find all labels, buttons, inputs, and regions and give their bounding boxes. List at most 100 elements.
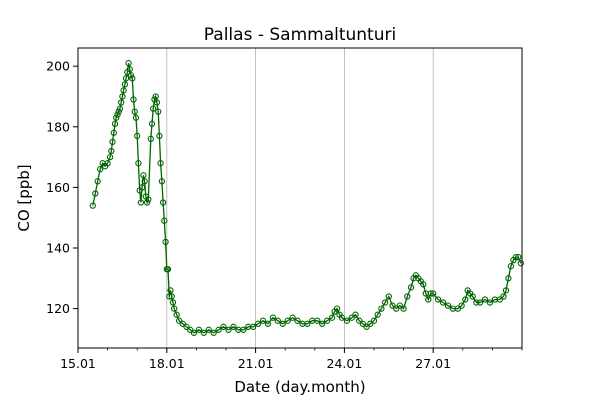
data-point bbox=[134, 132, 141, 140]
data-point bbox=[230, 323, 237, 330]
data-point bbox=[108, 147, 115, 155]
data-point bbox=[132, 114, 140, 121]
data-point bbox=[439, 299, 447, 306]
data-point bbox=[396, 302, 404, 309]
data-point bbox=[183, 323, 190, 330]
data-point bbox=[200, 329, 207, 336]
data-point bbox=[125, 60, 132, 67]
data-point bbox=[143, 199, 151, 206]
data-point bbox=[118, 99, 125, 106]
axis-ticks: 15.01 18.01 21.01 24.01 27.01 120 140 160 180 200 bbox=[46, 59, 523, 371]
data-point bbox=[168, 293, 175, 300]
data-point bbox=[512, 253, 519, 261]
y-tick-label: 200 bbox=[46, 59, 70, 74]
data-point bbox=[348, 314, 355, 321]
data-point bbox=[171, 305, 178, 312]
x-tick-label: 24.01 bbox=[327, 356, 363, 371]
data-point bbox=[104, 160, 111, 167]
data-point bbox=[225, 326, 232, 333]
data-point bbox=[106, 153, 114, 161]
data-point bbox=[374, 311, 381, 318]
data-point bbox=[469, 293, 476, 300]
data-point bbox=[434, 296, 442, 303]
data-point bbox=[147, 135, 154, 143]
data-point bbox=[356, 317, 363, 324]
data-point bbox=[131, 108, 138, 115]
data-point bbox=[289, 314, 296, 321]
data-point bbox=[284, 317, 291, 324]
data-point bbox=[496, 296, 503, 303]
data-point bbox=[130, 96, 137, 103]
data-point bbox=[319, 320, 326, 327]
data-point bbox=[363, 323, 370, 330]
data-point bbox=[155, 108, 162, 115]
data-point bbox=[116, 105, 124, 112]
data-point bbox=[444, 302, 452, 309]
data-point bbox=[167, 287, 174, 294]
data-point bbox=[110, 129, 117, 136]
data-point bbox=[259, 317, 267, 324]
data-point bbox=[179, 320, 186, 327]
data-point bbox=[126, 66, 133, 73]
data-point bbox=[140, 172, 147, 179]
data-point bbox=[505, 275, 512, 282]
data-point bbox=[169, 299, 177, 306]
data-point bbox=[153, 99, 161, 106]
data-point bbox=[430, 290, 437, 297]
data-point bbox=[427, 290, 434, 297]
data-point bbox=[407, 284, 415, 291]
y-axis-label: CO [ppb] bbox=[15, 164, 33, 231]
data-point bbox=[476, 299, 484, 306]
data-point bbox=[370, 317, 378, 324]
data-point bbox=[190, 329, 198, 336]
y-tick-label: 140 bbox=[46, 241, 70, 256]
data-point bbox=[333, 305, 341, 312]
data-point bbox=[162, 238, 169, 246]
data-point bbox=[129, 75, 136, 82]
data-point bbox=[113, 114, 120, 121]
data-point bbox=[92, 190, 99, 197]
data-point bbox=[473, 299, 480, 306]
data-point bbox=[205, 326, 212, 333]
data-point bbox=[157, 160, 164, 167]
data-point bbox=[210, 329, 217, 336]
x-tick-label: 27.01 bbox=[415, 356, 451, 371]
data-point bbox=[164, 266, 172, 273]
data-point bbox=[269, 314, 277, 321]
data-point bbox=[274, 317, 281, 324]
data-point bbox=[119, 93, 126, 100]
data-point bbox=[393, 305, 400, 312]
data-point bbox=[425, 296, 432, 303]
data-point bbox=[323, 317, 331, 324]
data-point bbox=[385, 293, 392, 300]
data-point bbox=[122, 75, 130, 82]
x-axis-label: Date (day.month) bbox=[234, 378, 365, 396]
data-point bbox=[111, 120, 119, 127]
chart-title: Pallas - Sammaltunturi bbox=[204, 25, 396, 45]
data-point bbox=[486, 299, 494, 306]
data-point bbox=[328, 314, 336, 321]
data-point bbox=[359, 320, 367, 327]
data-point bbox=[173, 311, 180, 318]
x-tick-label: 18.01 bbox=[149, 356, 185, 371]
data-point bbox=[249, 323, 257, 330]
x-tick-label: 15.01 bbox=[60, 356, 96, 371]
data-point bbox=[89, 202, 96, 209]
data-point bbox=[150, 105, 157, 112]
data-point bbox=[314, 317, 321, 324]
y-tick-label: 160 bbox=[46, 180, 70, 195]
data-point bbox=[304, 320, 311, 327]
data-point bbox=[338, 314, 346, 321]
data-point bbox=[158, 178, 166, 185]
data-point bbox=[135, 160, 142, 167]
data-point bbox=[215, 326, 222, 333]
data-point bbox=[420, 281, 427, 288]
data-point bbox=[187, 326, 194, 333]
data-point bbox=[500, 293, 507, 300]
data-point bbox=[137, 199, 145, 206]
data-point bbox=[343, 317, 351, 324]
y-tick-label: 180 bbox=[46, 119, 70, 134]
x-tick-label: 21.01 bbox=[238, 356, 274, 371]
